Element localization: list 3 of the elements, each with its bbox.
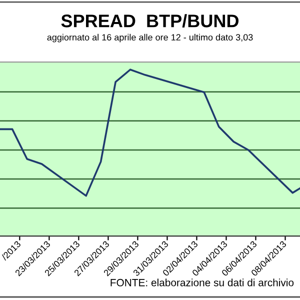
source-note: FONTE: elaborazione su dati di archivio bbox=[110, 278, 294, 286]
chart-title: SPREAD BTP/BUND bbox=[61, 14, 239, 28]
chart-subtitle: aggiornato al 16 aprile alle ore 12 - ultimo dato 3,03 bbox=[47, 34, 253, 42]
